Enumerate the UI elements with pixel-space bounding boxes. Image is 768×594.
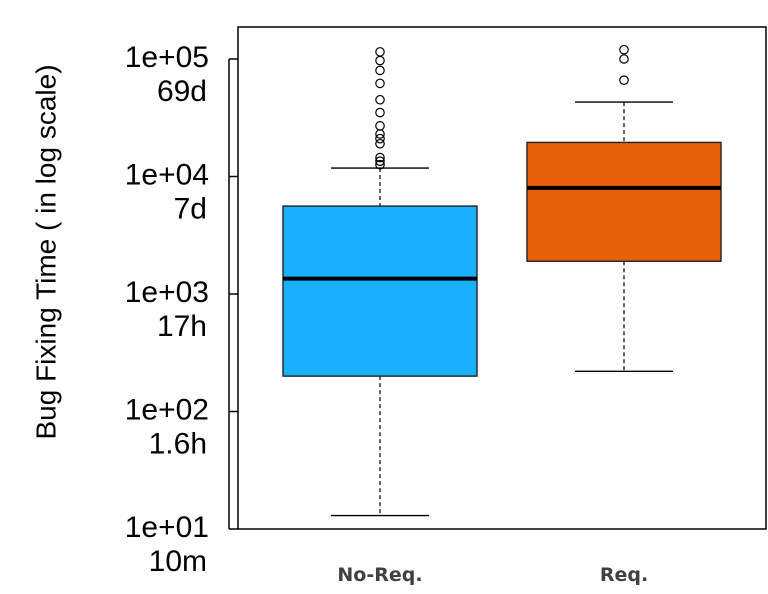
outlier-point (375, 107, 385, 118)
y-tick-time-label: 7d (174, 192, 207, 225)
y-tick-time-label: 69d (157, 75, 207, 108)
outlier-point (375, 78, 385, 89)
x-category-label: No-Req. (337, 564, 422, 586)
y-tick-time-label: 10m (149, 545, 207, 578)
outlier-point (619, 54, 629, 64)
outlier-point (375, 152, 385, 163)
outlier-point (375, 121, 385, 131)
iqr-box (526, 141, 722, 262)
y-tick-label: 1e+03 (125, 276, 209, 309)
y-tick-label: 1e+01 (125, 511, 209, 544)
box-no-req (282, 47, 478, 517)
box-req (526, 44, 722, 372)
y-tick-time-label: 17h (157, 310, 207, 343)
outlier-point (375, 156, 385, 166)
y-tick-label: 1e+04 (125, 158, 209, 191)
plot-frame (237, 26, 767, 530)
outlier-point (619, 75, 629, 86)
outlier-point (375, 47, 385, 57)
y-axis-label: Bug Fixing Time ( in log scale) (30, 64, 61, 439)
outlier-point (375, 94, 385, 105)
outlier-point (375, 65, 385, 76)
outlier-point (375, 133, 385, 144)
outlier-point (619, 44, 629, 55)
iqr-box (282, 205, 478, 377)
y-tick-label: 1e+02 (125, 393, 209, 426)
y-tick-time-label: 1.6h (149, 427, 207, 460)
x-category-label: Req. (600, 564, 648, 586)
y-tick-label: 1e+05 (125, 41, 209, 74)
boxes-group (282, 44, 722, 517)
x-axis-categories: No-Req. Req. (337, 564, 648, 586)
outlier-point (375, 138, 385, 149)
outlier-point (375, 55, 385, 66)
outlier-point (375, 159, 385, 170)
